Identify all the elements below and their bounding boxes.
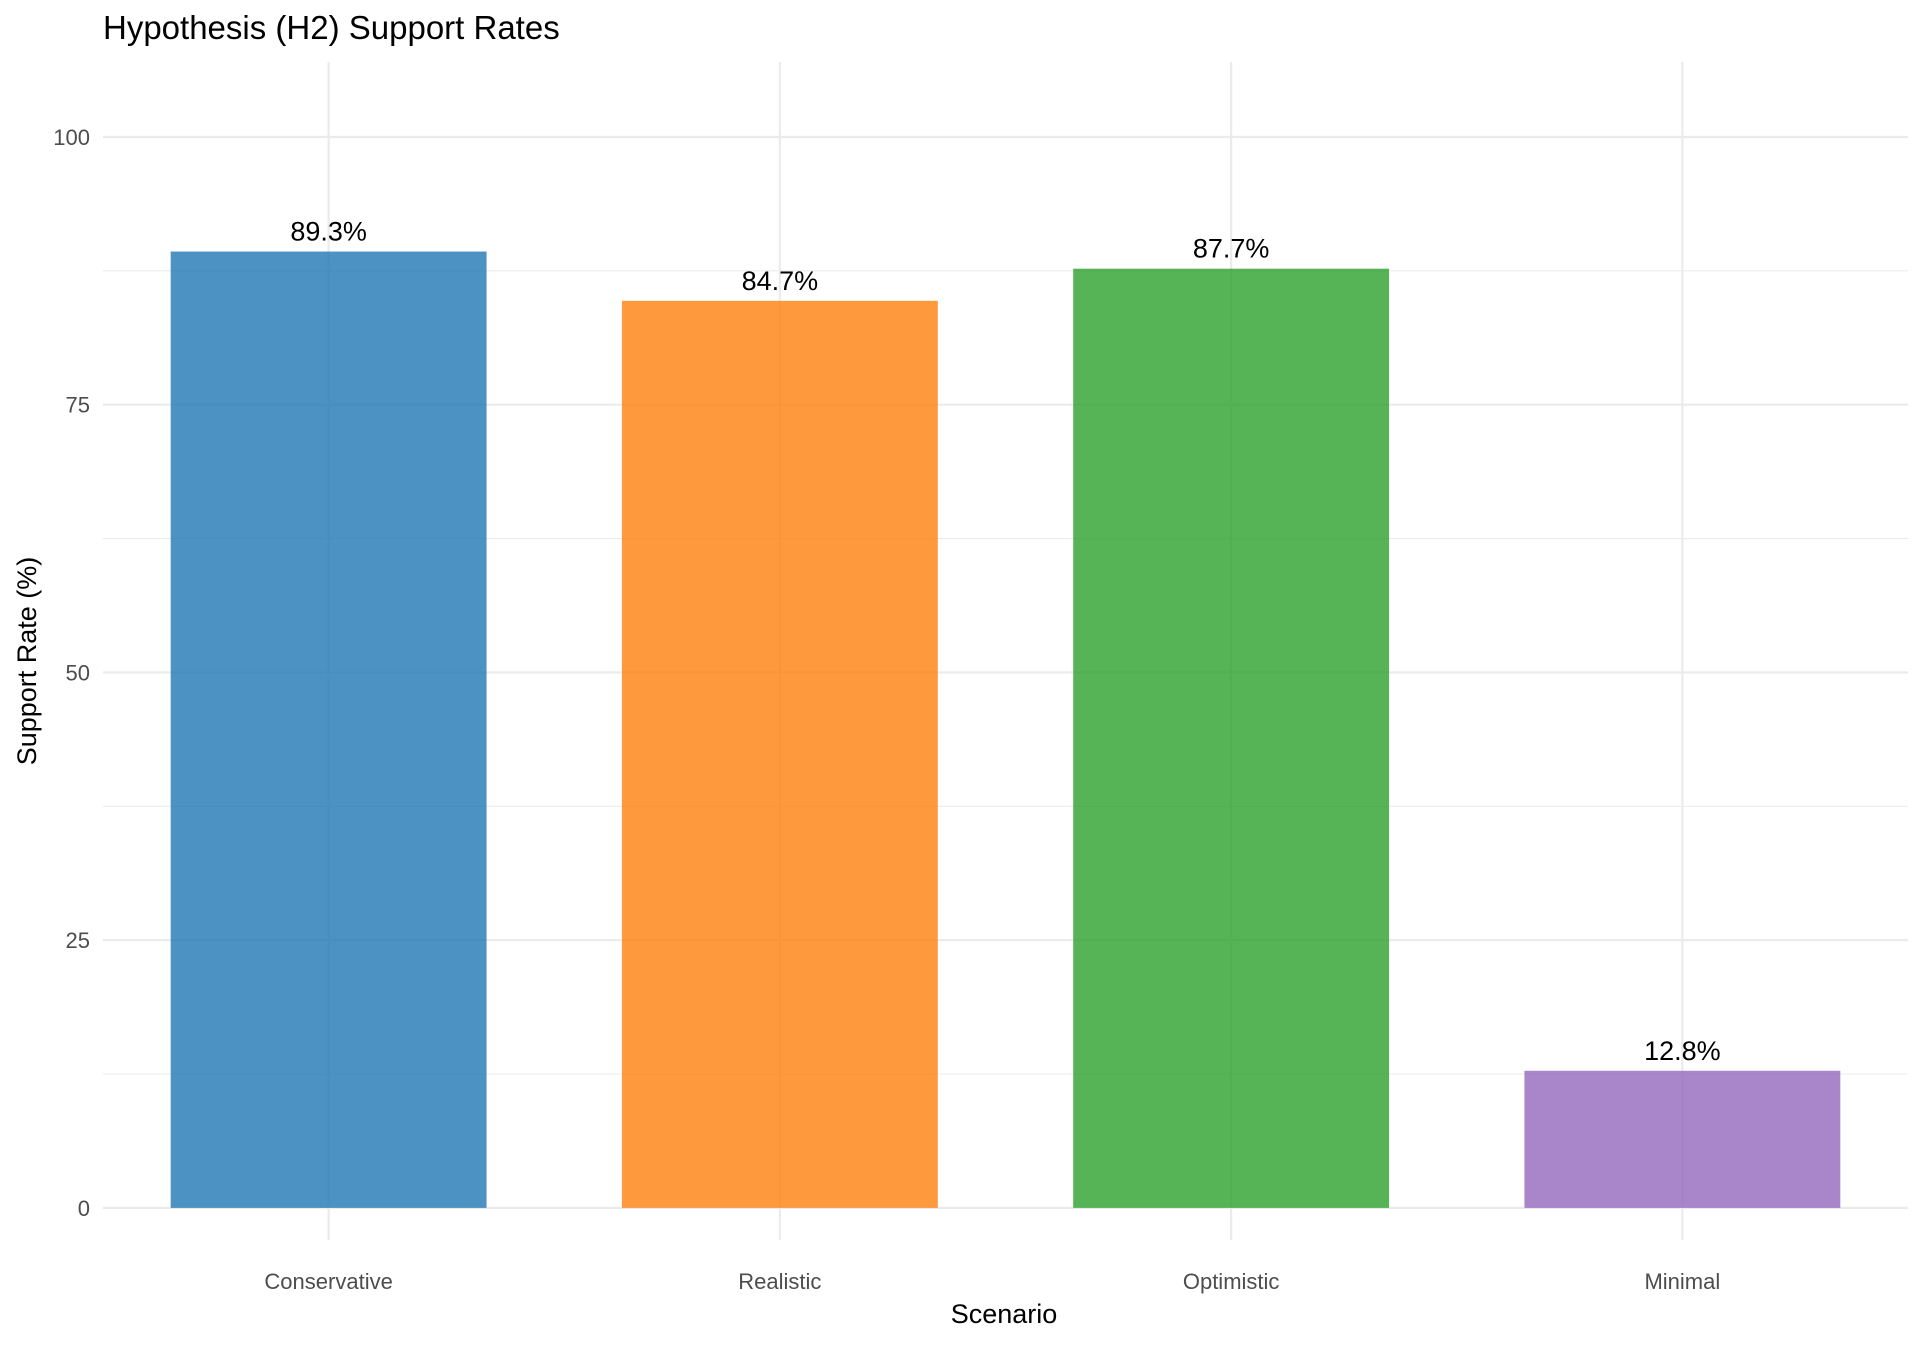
- x-tick-label: Realistic: [738, 1269, 821, 1294]
- x-tick-label: Conservative: [264, 1269, 392, 1294]
- x-axis-title: Scenario: [951, 1299, 1058, 1329]
- y-axis-ticks: 0 25 50 75 100: [53, 125, 90, 1221]
- bar-minimal: [1524, 1070, 1841, 1208]
- bar-optimistic: [1073, 268, 1390, 1208]
- bars: [170, 251, 1841, 1208]
- y-tick-label: 75: [66, 393, 90, 418]
- data-label-realistic: 84.7%: [742, 266, 819, 296]
- data-label-optimistic: 87.7%: [1193, 234, 1270, 264]
- data-label-minimal: 12.8%: [1644, 1036, 1721, 1066]
- bar-realistic: [621, 300, 938, 1208]
- y-tick-label: 25: [66, 928, 90, 953]
- data-label-conservative: 89.3%: [290, 217, 367, 247]
- chart-title: Hypothesis (H2) Support Rates: [103, 9, 560, 46]
- x-tick-label: Optimistic: [1183, 1269, 1280, 1294]
- x-tick-label: Minimal: [1644, 1269, 1720, 1294]
- y-tick-label: 50: [66, 660, 90, 685]
- data-labels: 89.3% 84.7% 87.7% 12.8%: [290, 217, 1720, 1066]
- y-tick-label: 100: [53, 125, 90, 150]
- y-axis-title: Support Rate (%): [12, 557, 42, 766]
- bar-conservative: [170, 251, 487, 1208]
- x-axis-ticks: Conservative Realistic Optimistic Minimal: [264, 1269, 1720, 1294]
- y-tick-label: 0: [78, 1196, 90, 1221]
